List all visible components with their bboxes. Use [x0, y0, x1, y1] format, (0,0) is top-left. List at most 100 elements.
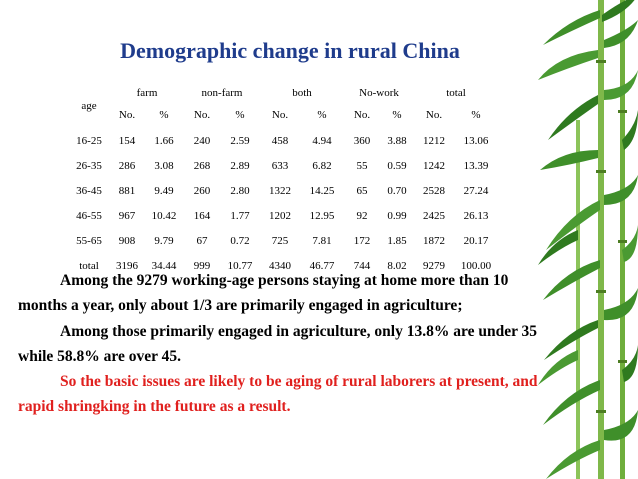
table-cell: 633 — [271, 159, 289, 172]
table-cell: 999 — [193, 259, 211, 272]
table-cell: 2.80 — [230, 184, 250, 197]
table-cell: 46.77 — [309, 259, 335, 272]
table-cell: 46-55 — [76, 209, 102, 222]
table-cell: 2528 — [423, 184, 445, 197]
table-cell: 0.99 — [387, 209, 407, 222]
table-cell: 154 — [118, 134, 136, 147]
table-cell: 65 — [356, 184, 368, 197]
table-group-header-row: age farm non-farm both No-work total — [68, 82, 498, 112]
table-cell: 967 — [118, 209, 136, 222]
table-row-total: total 3196 34.44 999 10.77 4340 46.77 74… — [68, 253, 498, 278]
paragraph-working-age: Among the 9279 working-age persons stayi… — [18, 272, 509, 315]
table-cell: 1202 — [269, 209, 291, 222]
table-cell: 36-45 — [76, 184, 102, 197]
slide-title: Demographic change in rural China — [120, 38, 460, 63]
table-cell: 34.44 — [151, 259, 177, 272]
table-cell: 27.24 — [463, 184, 489, 197]
table-cell: 1242 — [423, 159, 445, 172]
table-cell: 1322 — [269, 184, 291, 197]
demographic-table: age farm non-farm both No-work total No.… — [68, 82, 498, 278]
table-cell: 9279 — [423, 259, 445, 272]
table-cell: 0.70 — [387, 184, 407, 197]
sub-header: No. — [193, 109, 211, 121]
table-cell: 16-25 — [76, 134, 102, 147]
table-cell: 260 — [193, 184, 211, 197]
sub-header: % — [392, 109, 402, 121]
table-cell: 240 — [193, 134, 211, 147]
group-header-farm: farm — [136, 87, 158, 99]
sub-header: % — [235, 109, 245, 121]
table-cell: 13.06 — [463, 134, 489, 147]
sub-header: % — [159, 109, 169, 121]
table-row: 16-25 154 1.66 240 2.59 458 4.94 360 3.8… — [68, 128, 498, 153]
table-cell: 725 — [271, 234, 289, 247]
table-cell: 908 — [118, 234, 136, 247]
group-header-both: both — [292, 87, 312, 99]
table-cell: 458 — [271, 134, 289, 147]
table-cell: 9.49 — [154, 184, 174, 197]
table-cell: 92 — [356, 209, 368, 222]
table-cell: 3196 — [116, 259, 138, 272]
table-cell: 9.79 — [154, 234, 174, 247]
bamboo-stems — [576, 0, 627, 479]
table-row: 46-55 967 10.42 164 1.77 1202 12.95 92 0… — [68, 203, 498, 228]
sub-header: No. — [118, 109, 136, 121]
table-cell: 1212 — [423, 134, 445, 147]
table-cell: 268 — [193, 159, 211, 172]
table-cell: 10.42 — [151, 209, 177, 222]
table-cell: 3.08 — [154, 159, 174, 172]
table-cell: 744 — [353, 259, 371, 272]
table-cell: 2.59 — [230, 134, 250, 147]
table-cell: 360 — [353, 134, 371, 147]
table-cell: 10.77 — [227, 259, 253, 272]
table-row: 36-45 881 9.49 260 2.80 1322 14.25 65 0.… — [68, 178, 498, 203]
table-cell: 172 — [353, 234, 371, 247]
slide-body-text: Among the 9279 working-age persons stayi… — [18, 268, 558, 420]
table-cell: 26.13 — [463, 209, 489, 222]
table-cell: 6.82 — [312, 159, 332, 172]
sub-header: No. — [353, 109, 371, 121]
table-cell: 12.95 — [309, 209, 335, 222]
table-cell: 67 — [196, 234, 208, 247]
table-cell: 55 — [356, 159, 368, 172]
sub-header: % — [471, 109, 481, 121]
table-row: 26-35 286 3.08 268 2.89 633 6.82 55 0.59… — [68, 153, 498, 178]
table-cell: 1.85 — [387, 234, 407, 247]
table-cell: 881 — [118, 184, 136, 197]
table-cell: 7.81 — [312, 234, 332, 247]
table-cell: 8.02 — [387, 259, 407, 272]
table-cell: 2.89 — [230, 159, 250, 172]
sub-header: No. — [425, 109, 443, 121]
table-cell: 14.25 — [309, 184, 335, 197]
table-cell: 1872 — [423, 234, 445, 247]
table-row: 55-65 908 9.79 67 0.72 725 7.81 172 1.85… — [68, 228, 498, 253]
table-cell: 0.59 — [387, 159, 407, 172]
table-cell: 4340 — [269, 259, 291, 272]
paragraph-agriculture-age: Among those primarily engaged in agricul… — [18, 322, 538, 365]
bamboo-leaves — [538, 0, 638, 479]
table-sub-header-row: No. % No. % No. % No. % No. % — [68, 102, 498, 128]
table-cell: 4.94 — [312, 134, 332, 147]
table-cell: 20.17 — [463, 234, 489, 247]
table-cell: 0.72 — [230, 234, 250, 247]
group-header-no-work: No-work — [359, 87, 399, 99]
group-header-total: total — [446, 87, 466, 99]
group-header-non-farm: non-farm — [201, 87, 243, 99]
table-cell: total — [79, 259, 99, 272]
paragraph-conclusion: So the basic issues are likely to be agi… — [18, 373, 538, 416]
sub-header: % — [317, 109, 327, 121]
bamboo-decoration-image — [538, 0, 638, 479]
table-cell: 1.77 — [230, 209, 250, 222]
table-cell: 164 — [193, 209, 211, 222]
sub-header: No. — [271, 109, 289, 121]
table-cell: 1.66 — [154, 134, 174, 147]
table-cell: 55-65 — [76, 234, 102, 247]
table-cell: 3.88 — [387, 134, 407, 147]
table-cell: 286 — [118, 159, 136, 172]
age-header: age — [81, 100, 97, 112]
table-cell: 26-35 — [76, 159, 102, 172]
table-cell: 13.39 — [463, 159, 489, 172]
table-cell: 2425 — [423, 209, 445, 222]
table-cell: 100.00 — [460, 259, 492, 272]
